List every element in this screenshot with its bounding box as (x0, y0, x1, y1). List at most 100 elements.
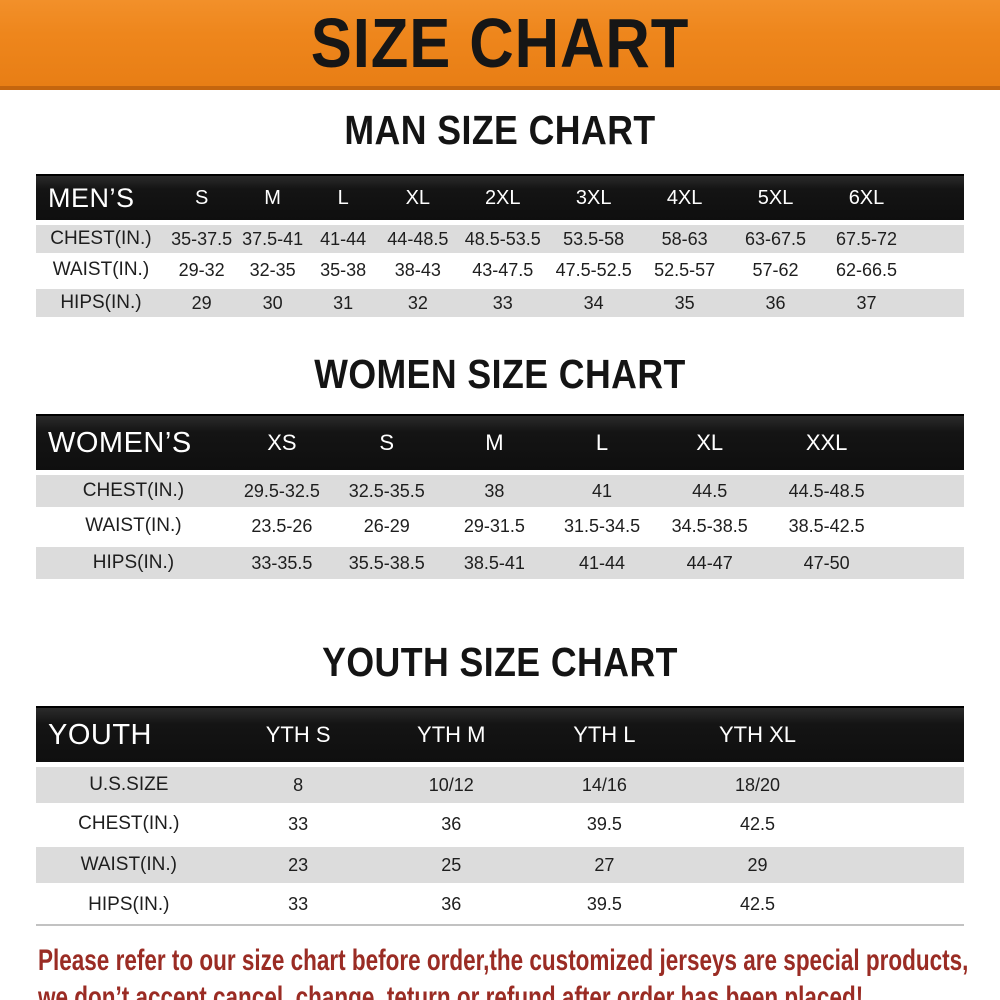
notice-line-1: Please refer to our size chart before or… (38, 943, 969, 977)
size-cell: 41-44 (307, 220, 379, 256)
size-cell: 29.5-32.5 (230, 470, 333, 510)
size-cell: 10/12 (374, 762, 528, 806)
men-col-header: 6XL (821, 174, 912, 224)
row-label: WAIST(IN.) (36, 508, 231, 545)
youth-size-table: YOUTH YTH S YTH M YTH L YTH XL U.S.SIZE … (36, 706, 964, 926)
filler-cell (911, 254, 964, 287)
size-cell: 8 (221, 762, 375, 806)
filler-cell (834, 842, 964, 886)
size-cell: 47-50 (763, 542, 890, 582)
size-cell: 31.5-34.5 (548, 508, 656, 545)
filler-cell (889, 508, 964, 545)
size-cell: 57-62 (730, 254, 822, 287)
size-cell: 67.5-72 (821, 220, 912, 256)
youth-group-label: YOUTH (36, 706, 222, 766)
filler-cell (889, 542, 964, 582)
women-header-row: WOMEN’S XS S M L XL XXL (36, 414, 964, 474)
size-cell: 63-67.5 (730, 220, 822, 256)
size-cell: 23 (221, 842, 375, 886)
size-cell: 27 (527, 842, 681, 886)
order-notice: Please refer to our size chart before or… (0, 942, 1000, 1000)
youth-col-header: YTH L (527, 706, 681, 766)
row-label: CHEST(IN.) (36, 804, 222, 845)
youth-hips-row: HIPS(IN.) 33 36 39.5 42.5 (36, 884, 964, 925)
filler-cell (889, 470, 964, 510)
men-col-header: 5XL (730, 174, 822, 224)
filler-cell (834, 804, 964, 845)
women-col-header: M (440, 414, 549, 474)
size-cell: 29 (680, 842, 835, 886)
size-cell: 41 (548, 470, 656, 510)
size-cell: 29-32 (165, 254, 238, 287)
youth-section: YOUTH SIZE CHART YOUTH YTH S YTH M YTH L… (0, 582, 1000, 926)
women-waist-row: WAIST(IN.) 23.5-26 26-29 29-31.5 31.5-34… (36, 508, 964, 545)
men-section-title: MAN SIZE CHART (344, 107, 656, 153)
size-cell: 39.5 (527, 804, 681, 845)
size-cell: 32.5-35.5 (332, 470, 441, 510)
size-cell: 37.5-41 (237, 220, 308, 256)
women-col-header: XL (655, 414, 764, 474)
size-cell: 35.5-38.5 (332, 542, 441, 582)
size-cell: 23.5-26 (230, 508, 333, 545)
size-cell: 14/16 (527, 762, 681, 806)
row-label: CHEST(IN.) (36, 220, 166, 256)
size-cell: 36 (374, 804, 528, 845)
men-col-header: S (165, 174, 238, 224)
men-col-header: M (237, 174, 308, 224)
size-cell: 38.5-42.5 (763, 508, 890, 545)
women-section-title: WOMEN SIZE CHART (314, 351, 686, 397)
size-cell: 58-63 (639, 220, 731, 256)
size-cell: 43-47.5 (457, 254, 549, 287)
men-col-header: 4XL (639, 174, 731, 224)
youth-col-header: YTH XL (680, 706, 835, 766)
size-cell: 48.5-53.5 (457, 220, 549, 256)
row-label: WAIST(IN.) (36, 254, 166, 287)
size-cell: 38 (440, 470, 549, 510)
size-cell: 53.5-58 (548, 220, 640, 256)
men-waist-row: WAIST(IN.) 29-32 32-35 35-38 38-43 43-47… (36, 254, 964, 287)
size-cell: 35-38 (307, 254, 379, 287)
size-cell: 38.5-41 (440, 542, 549, 582)
size-cell: 44-48.5 (378, 220, 458, 256)
women-size-table: WOMEN’S XS S M L XL XXL CHEST(IN.) 29.5-… (36, 414, 964, 582)
women-chest-row: CHEST(IN.) 29.5-32.5 32.5-35.5 38 41 44.… (36, 470, 964, 510)
men-hips-row: HIPS(IN.) 29 30 31 32 33 34 35 36 37 (36, 284, 964, 320)
size-cell: 33 (221, 804, 375, 845)
youth-col-header: YTH M (374, 706, 528, 766)
women-col-header: L (548, 414, 656, 474)
row-label: WAIST(IN.) (36, 842, 222, 886)
row-label: U.S.SIZE (36, 762, 222, 806)
size-cell: 34 (548, 284, 640, 320)
filler-cell (834, 706, 964, 766)
women-section: WOMEN SIZE CHART WOMEN’S XS S M L XL XXL (0, 320, 1000, 582)
women-col-header: XXL (763, 414, 890, 474)
size-cell: 32 (378, 284, 458, 320)
women-col-header: XS (230, 414, 333, 474)
size-cell: 42.5 (680, 884, 835, 925)
size-cell: 18/20 (680, 762, 835, 806)
size-cell: 32-35 (237, 254, 308, 287)
size-cell: 31 (307, 284, 379, 320)
size-cell: 35-37.5 (165, 220, 238, 256)
women-col-header: S (332, 414, 441, 474)
size-cell: 62-66.5 (821, 254, 912, 287)
size-cell: 25 (374, 842, 528, 886)
size-cell: 29 (165, 284, 238, 320)
youth-waist-row: WAIST(IN.) 23 25 27 29 (36, 842, 964, 886)
youth-header-row: YOUTH YTH S YTH M YTH L YTH XL (36, 706, 964, 766)
size-cell: 36 (730, 284, 822, 320)
size-cell: 39.5 (527, 884, 681, 925)
men-col-header: 3XL (548, 174, 640, 224)
youth-chest-row: CHEST(IN.) 33 36 39.5 42.5 (36, 804, 964, 845)
size-cell: 29-31.5 (440, 508, 549, 545)
size-cell: 44.5-48.5 (763, 470, 890, 510)
size-cell: 41-44 (548, 542, 656, 582)
men-col-header: 2XL (457, 174, 549, 224)
size-cell: 30 (237, 284, 308, 320)
size-cell: 52.5-57 (639, 254, 731, 287)
filler-cell (889, 414, 964, 474)
filler-cell (911, 220, 964, 256)
women-group-label: WOMEN’S (36, 414, 231, 474)
size-cell: 36 (374, 884, 528, 925)
